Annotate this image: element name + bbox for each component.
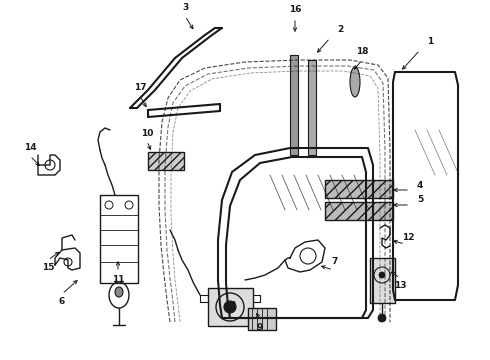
Text: 2: 2 xyxy=(337,26,343,35)
Circle shape xyxy=(379,272,385,278)
Text: 17: 17 xyxy=(134,84,147,93)
Bar xyxy=(290,55,298,155)
Bar xyxy=(370,258,395,303)
Circle shape xyxy=(224,301,236,313)
Text: 5: 5 xyxy=(417,195,423,204)
Bar xyxy=(248,308,276,330)
Ellipse shape xyxy=(115,287,123,297)
Text: 14: 14 xyxy=(24,144,36,153)
Text: 1: 1 xyxy=(427,37,433,46)
Text: 7: 7 xyxy=(332,257,338,266)
Bar xyxy=(208,288,253,326)
Bar xyxy=(100,195,138,283)
Text: 10: 10 xyxy=(141,129,153,138)
Text: 4: 4 xyxy=(417,180,423,189)
Text: 16: 16 xyxy=(289,5,301,14)
Text: 6: 6 xyxy=(59,297,65,306)
Text: 12: 12 xyxy=(402,234,414,243)
Text: 9: 9 xyxy=(257,324,263,333)
Bar xyxy=(325,180,393,198)
Bar xyxy=(308,60,316,155)
Text: 8: 8 xyxy=(230,301,236,310)
Text: 15: 15 xyxy=(42,264,54,273)
Text: 3: 3 xyxy=(182,4,188,13)
Text: 13: 13 xyxy=(394,280,406,289)
Circle shape xyxy=(378,314,386,322)
Bar xyxy=(148,152,184,170)
Text: 11: 11 xyxy=(112,275,124,284)
Text: 18: 18 xyxy=(356,48,368,57)
Bar xyxy=(325,202,393,220)
Ellipse shape xyxy=(350,67,360,97)
